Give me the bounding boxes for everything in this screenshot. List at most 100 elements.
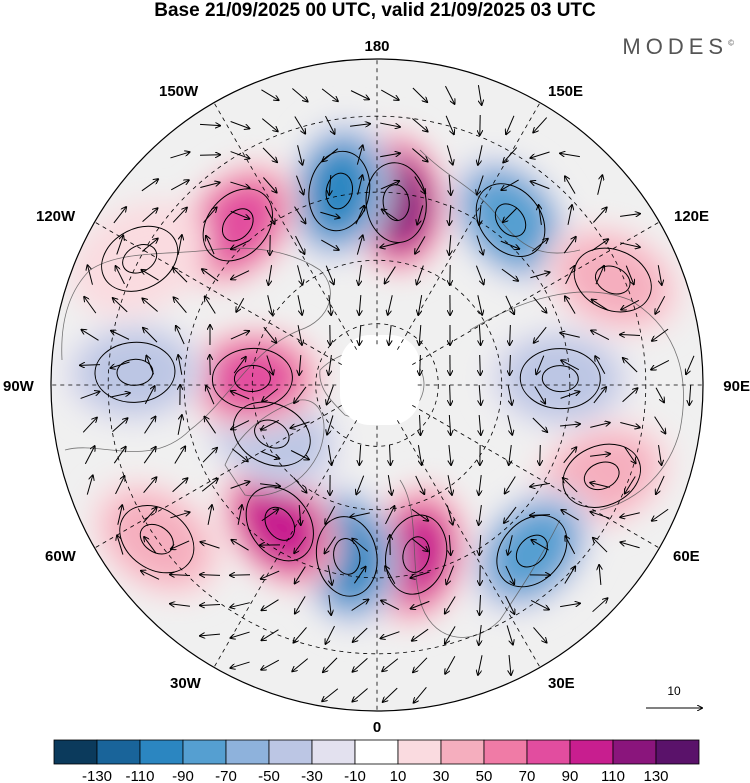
wind-arrow	[477, 295, 482, 315]
wind-arrow	[82, 330, 99, 341]
wind-arrow	[446, 145, 452, 164]
wind-arrow	[621, 299, 640, 309]
wind-arrow	[297, 265, 303, 284]
wind-arrow	[387, 475, 391, 495]
wind-arrow	[479, 204, 481, 225]
wind-arrow	[231, 270, 250, 280]
wind-arrow	[445, 626, 456, 643]
wind-arrow	[475, 265, 483, 285]
wind-arrow	[110, 393, 130, 398]
wind-arrow	[479, 534, 480, 555]
anomaly-contour	[245, 486, 314, 562]
colorbar-tick-label: 130	[643, 768, 668, 783]
wind-arrow	[415, 236, 426, 253]
wind-arrow	[297, 295, 302, 315]
wind-arrow	[171, 180, 189, 191]
anomaly-contour	[211, 347, 293, 410]
wind-arrow	[447, 475, 452, 495]
anomaly-contour	[221, 208, 254, 242]
wind-arrow	[412, 118, 427, 132]
colorbar-tick-label: -50	[258, 768, 280, 783]
coastline-asia	[469, 291, 684, 511]
wind-arrow	[329, 595, 331, 615]
anomaly-contour	[315, 516, 378, 597]
wind-arrow	[295, 566, 306, 584]
colorbar-tick-label: 90	[562, 768, 579, 783]
wind-arrow	[117, 505, 122, 525]
wind-arrow	[382, 658, 399, 671]
colorbar-box	[440, 739, 485, 765]
wind-arrow	[205, 297, 216, 314]
wind-arrow	[620, 512, 640, 517]
wind-arrow	[207, 505, 212, 525]
wind-arrow	[651, 359, 670, 369]
coastline-europe	[399, 479, 561, 638]
wind-arrow	[411, 600, 430, 608]
wind-arrow	[380, 153, 400, 158]
anomaly-contour	[594, 265, 631, 295]
wind-arrow	[449, 414, 450, 435]
vector-reference: 10	[646, 684, 702, 708]
chart-title: Base 21/09/2025 00 UTC, valid 21/09/2025…	[154, 0, 596, 21]
wind-arrow	[383, 687, 398, 702]
anomaly-blob	[105, 493, 208, 585]
wind-arrow	[500, 240, 519, 249]
wind-arrow	[446, 565, 455, 585]
wind-arrow	[320, 211, 339, 218]
wind-arrow	[262, 388, 279, 401]
wind-arrow	[230, 661, 250, 668]
wind-arrow	[233, 357, 246, 374]
wind-arrow	[655, 295, 666, 314]
wind-arrow	[230, 602, 250, 608]
wind-arrow	[112, 418, 128, 433]
wind-arrow	[504, 506, 517, 523]
wind-arrow	[501, 179, 519, 190]
wind-arrow	[654, 416, 666, 434]
wind-arrow	[479, 414, 481, 435]
wind-arrow	[295, 175, 303, 195]
anomaly-contour	[583, 461, 620, 491]
wind-arrow	[625, 265, 633, 285]
lon-label-60e: 60E	[673, 548, 700, 565]
wind-arrow	[689, 384, 690, 405]
anomaly-contour	[333, 538, 361, 575]
wind-arrow	[116, 266, 125, 285]
wind-arrow	[202, 448, 217, 463]
wind-arrow	[659, 445, 662, 465]
wind-arrow	[82, 418, 97, 433]
wind-arrow	[293, 627, 307, 642]
colorbar	[53, 739, 700, 765]
wind-arrow	[412, 87, 427, 102]
colorbar-tick-label: 10	[390, 768, 407, 783]
wind-arrow	[352, 539, 369, 552]
colorbar-box	[612, 739, 657, 765]
wind-arrow	[389, 325, 391, 345]
wind-arrow	[230, 181, 249, 188]
colorbar-tick-label: 30	[433, 768, 450, 783]
wind-arrow	[359, 324, 361, 345]
wind-arrow	[325, 115, 334, 134]
wind-arrow	[321, 88, 338, 101]
colorbar-box	[225, 739, 270, 765]
wind-arrow	[480, 354, 481, 375]
wind-arrow	[505, 476, 516, 494]
wind-arrow	[113, 207, 126, 224]
wind-arrow	[290, 450, 309, 459]
wind-arrow	[620, 214, 640, 217]
wind-arrow	[560, 424, 580, 426]
colorbar-box	[53, 739, 98, 765]
wind-arrow	[80, 365, 101, 366]
anomaly-contour	[494, 203, 527, 237]
colorbar-box	[354, 739, 399, 765]
wind-arrow	[530, 151, 550, 158]
wind-arrow	[530, 515, 551, 516]
wind-arrow	[382, 209, 399, 222]
anomaly-contour	[475, 183, 546, 257]
wind-arrow	[592, 208, 606, 223]
wind-arrow	[230, 210, 250, 218]
colorbar-box	[268, 739, 313, 765]
wind-arrow	[411, 508, 428, 520]
lon-label-120e: 120E	[674, 208, 709, 225]
wind-arrow	[564, 566, 575, 584]
latitude-circle	[251, 259, 503, 511]
